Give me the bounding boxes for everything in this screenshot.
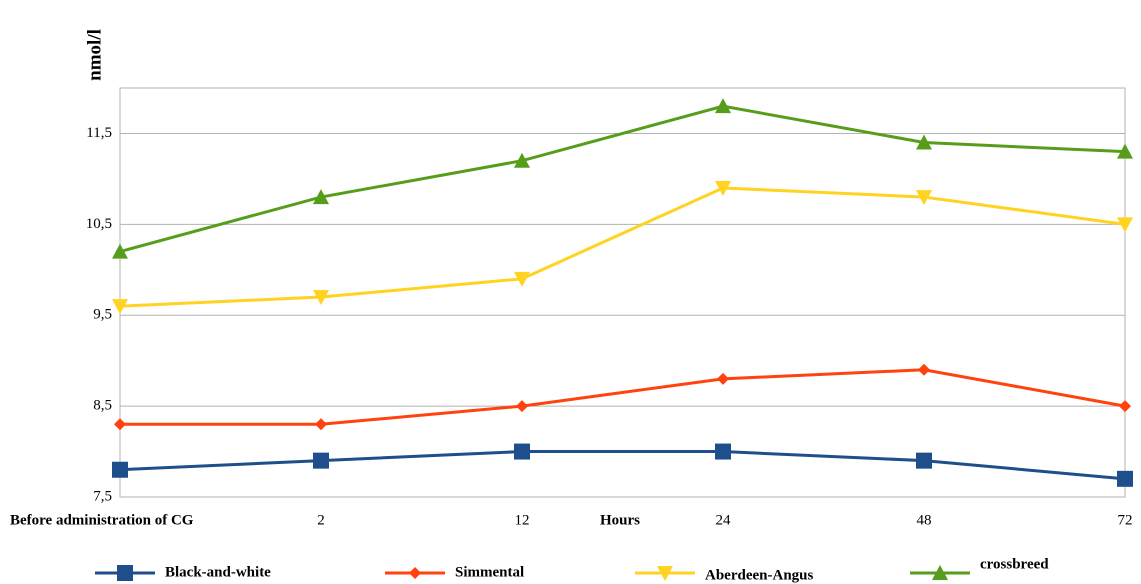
data-point [112, 243, 128, 259]
data-point [1117, 217, 1133, 233]
data-point [1117, 470, 1133, 487]
data-point [717, 372, 729, 385]
legend-marker [932, 565, 948, 580]
legend-marker [409, 567, 421, 579]
legend-label: Black-and-white [165, 564, 271, 580]
data-point [112, 461, 128, 478]
data-point [715, 443, 731, 460]
data-point [315, 418, 327, 431]
x-tick-label: 2 [317, 512, 325, 528]
legend-label: crossbreed [980, 556, 1049, 572]
y-tick-label: 11,5 [86, 125, 112, 141]
data-point [916, 134, 932, 150]
data-point [715, 98, 731, 114]
x-tick-label: 12 [515, 512, 530, 528]
data-point [514, 443, 530, 460]
y-tick-label: 7,5 [93, 488, 112, 504]
y-tick-label: 10,5 [86, 216, 112, 232]
data-point [1117, 143, 1133, 159]
data-point [313, 290, 329, 306]
data-point [916, 190, 932, 206]
data-point [514, 152, 530, 168]
y-axis-label: nmol/l [84, 29, 105, 81]
x-tick-label: Before administration of CG [10, 512, 194, 528]
legend-marker [117, 565, 133, 581]
x-tick-label: 48 [917, 512, 932, 528]
data-point [918, 363, 930, 376]
legend-label: Aberdeen-Angus [705, 567, 814, 583]
series-line [119, 450, 1126, 481]
x-axis-label: Hours [600, 512, 640, 528]
plot-frame [119, 87, 1126, 498]
data-point [112, 299, 128, 315]
data-point [1119, 400, 1131, 413]
data-point [715, 180, 731, 196]
data-point [313, 189, 329, 205]
series-line [119, 186, 1126, 308]
y-tick-label: 8,5 [93, 398, 112, 414]
y-tick-label: 9,5 [93, 307, 112, 323]
data-point [514, 271, 530, 287]
legend-marker [657, 566, 673, 581]
x-tick-label: 72 [1118, 512, 1133, 528]
data-point [114, 418, 126, 431]
data-point [516, 400, 528, 413]
x-tick-label: 24 [716, 512, 732, 528]
legend-label: Simmental [455, 564, 524, 580]
data-point [916, 452, 932, 469]
data-point [313, 452, 329, 469]
series-line [119, 104, 1126, 254]
series-line [120, 368, 1126, 426]
